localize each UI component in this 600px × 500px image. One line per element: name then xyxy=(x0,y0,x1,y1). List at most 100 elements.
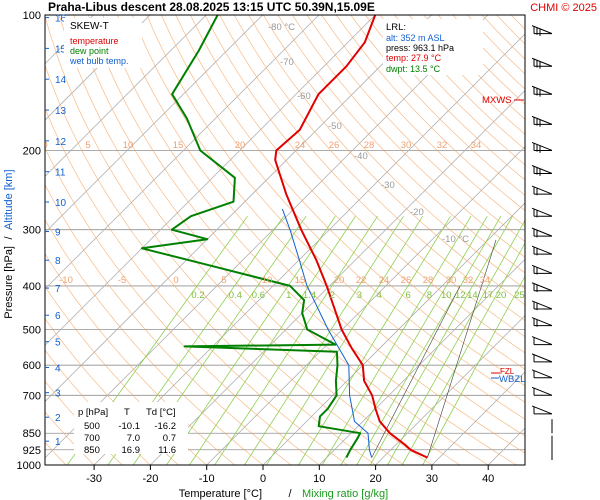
isotherm xyxy=(45,15,151,121)
dry-adiabat xyxy=(190,15,525,370)
isotherm-label: -30 xyxy=(381,180,395,191)
theta-label: 0 xyxy=(42,140,47,151)
pressure-tick-label: 925 xyxy=(23,445,41,457)
mixing-ratio-line xyxy=(189,215,356,465)
dry-adiabat xyxy=(350,15,525,196)
fzl-label: FZL xyxy=(500,367,515,376)
isotherm xyxy=(319,258,525,465)
y-axis-separator: / xyxy=(3,236,15,240)
pressure-tick-label: 500 xyxy=(23,325,41,337)
wind-barb xyxy=(531,405,553,415)
theta-label: -5 xyxy=(118,275,126,286)
mixing-ratio-label: 14 xyxy=(467,290,478,301)
isotherm xyxy=(545,15,600,465)
theta-label: -10 xyxy=(59,275,73,286)
table-header-t: T xyxy=(124,407,130,418)
legend: SKEW-T temperature dew point wet bulb te… xyxy=(64,18,142,68)
altitude-tick-label: 10 xyxy=(55,198,67,209)
table-cell-td-500: -16.2 xyxy=(154,421,176,432)
isotherm-label: -40 xyxy=(354,151,368,162)
mixing-ratio-label: 0.4 xyxy=(229,290,242,301)
wind-barb xyxy=(531,185,553,196)
x-axis-title-mixing: Mixing ratio [g/kg] xyxy=(302,488,388,500)
table-cell-t-850: 16.9 xyxy=(122,445,141,456)
x-tick-label: -10 xyxy=(199,473,215,485)
mixing-ratio-label: 2 xyxy=(330,290,335,301)
isotherm-label: -20 xyxy=(410,207,424,218)
isotherm-label: -70 xyxy=(280,57,294,68)
legend-item-wetbulb: wet bulb temp. xyxy=(69,56,129,66)
pressure-tick-label: 600 xyxy=(23,360,41,372)
altitude-tick-label: 4 xyxy=(55,363,61,374)
isotherm xyxy=(45,15,263,234)
theta-label: 0 xyxy=(173,275,178,286)
x-tick-label: 10 xyxy=(313,473,325,485)
dry-adiabat xyxy=(45,411,95,465)
dry-adiabat xyxy=(45,219,264,465)
isotherm xyxy=(45,15,320,290)
x-axis-title: Temperature [°C] xyxy=(179,488,262,500)
wind-barb xyxy=(531,207,553,218)
theta-label: 10 xyxy=(262,275,273,286)
mxws-label: MXWS xyxy=(482,95,512,106)
x-axis-separator: / xyxy=(288,488,292,500)
x-tick-label: 20 xyxy=(369,473,381,485)
table-cell-td-850: 11.6 xyxy=(158,445,176,456)
dry-adiabat xyxy=(219,15,525,338)
wind-barb xyxy=(531,141,553,153)
theta-label: 26 xyxy=(329,140,340,151)
pressure-tick-label: 400 xyxy=(23,281,41,293)
theta-label: 15 xyxy=(295,275,306,286)
mixing-ratio-label: 25 xyxy=(514,290,525,301)
markers: MXWS FZL WBZL xyxy=(482,95,525,385)
isotherm xyxy=(262,202,525,465)
wind-barb xyxy=(531,336,553,346)
wind-barb xyxy=(531,115,553,127)
dry-adiabat xyxy=(175,15,525,387)
isotherm xyxy=(206,146,525,465)
altitude-tick-label: 11 xyxy=(55,168,66,179)
dry-adiabat xyxy=(204,15,525,354)
isotherm xyxy=(150,89,525,465)
altitude-tick-label: 15 xyxy=(55,44,67,55)
dry-adiabat xyxy=(277,15,525,274)
mixing-ratio-label: 0.2 xyxy=(191,290,204,301)
mixing-ratio-label: 8 xyxy=(427,290,432,301)
credit-label: CHMI © 2025 xyxy=(530,2,597,14)
plot-border xyxy=(44,14,526,466)
table-cell-p-700: 700 xyxy=(84,433,100,444)
mixing-ratio-line xyxy=(422,275,525,465)
y-axis-title-altitude: Altitude [km] xyxy=(3,169,15,230)
wind-barbs xyxy=(531,25,553,461)
legend-item-temperature: temperature xyxy=(70,36,119,46)
dry-adiabat xyxy=(321,15,525,227)
altitude-tick-label: 7 xyxy=(55,284,61,295)
wbzl-label: WBZL xyxy=(499,374,525,385)
theta-label: 30 xyxy=(401,140,412,151)
table-cell-p-500: 500 xyxy=(84,421,100,432)
mixing-ratio-line xyxy=(401,242,525,465)
theta-label: 10 xyxy=(123,140,134,151)
table-header-p: p [hPa] xyxy=(78,407,108,418)
mixing-ratio-line xyxy=(321,216,472,465)
mixing-ratio-line xyxy=(387,219,525,465)
mixing-ratio-line xyxy=(244,216,404,465)
temperature-line xyxy=(274,15,428,459)
altitude-tick-label: 5 xyxy=(55,338,61,349)
x-tick-label: 0 xyxy=(260,473,266,485)
theta-label: 24 xyxy=(379,275,390,286)
legend-item-dewpoint: dew point xyxy=(70,46,109,56)
dry-adiabat xyxy=(233,15,525,322)
dry-adiabat xyxy=(306,15,525,243)
wind-barb xyxy=(531,300,553,311)
wind-barb xyxy=(531,227,553,238)
altitude-tick-label: 12 xyxy=(55,137,67,148)
table-cell-p-850: 850 xyxy=(84,445,100,456)
isotherm-label: -60 xyxy=(297,91,311,102)
dry-adiabat xyxy=(526,15,600,465)
theta-label: 15 xyxy=(173,140,184,151)
dry-adiabat xyxy=(160,15,525,403)
altitude-tick-label: 14 xyxy=(55,75,67,86)
altitude-tick-label: 8 xyxy=(55,256,61,267)
